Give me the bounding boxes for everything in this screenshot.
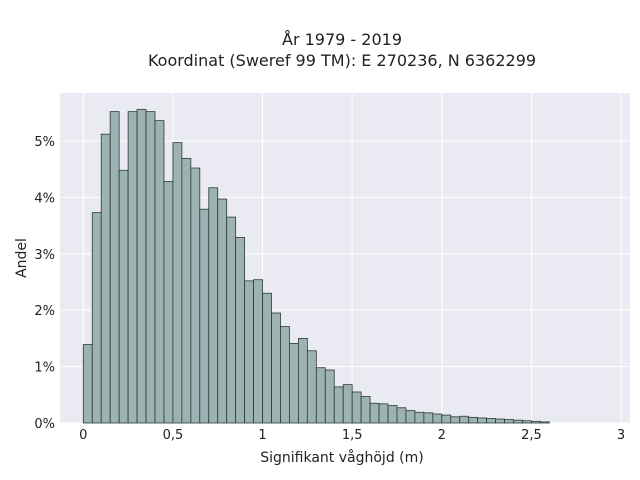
y-tick-label: 3%	[34, 248, 55, 263]
histogram-bar	[414, 411, 425, 424]
histogram-bar	[477, 417, 488, 424]
histogram-bar	[351, 391, 362, 424]
histogram-bar	[468, 416, 479, 424]
histogram-bar	[118, 169, 129, 424]
x-tick-label: 3	[617, 428, 625, 443]
x-tick-label: 0,5	[163, 428, 184, 443]
histogram-bar	[405, 410, 416, 424]
histogram-bar	[127, 111, 138, 424]
y-tick-label: 0%	[34, 417, 55, 432]
histogram-bar	[459, 415, 470, 424]
histogram-bar	[324, 369, 335, 424]
histogram-bar	[342, 384, 353, 424]
y-axis-label: Andel	[14, 238, 30, 278]
x-axis-ticks: 0 0,5 1 1,5 2 2,5 3	[79, 428, 625, 443]
histogram-bar	[91, 212, 102, 424]
histogram-bar	[369, 402, 380, 424]
histogram-bar	[486, 418, 496, 424]
histogram-bar	[226, 216, 237, 424]
histogram-bar	[396, 407, 407, 424]
histogram-bar	[513, 419, 523, 424]
histogram-bar	[172, 142, 183, 424]
histogram-bar	[253, 279, 263, 424]
histogram-bar	[306, 350, 317, 424]
histogram-bar	[289, 343, 299, 424]
histogram-bar	[280, 326, 290, 424]
histogram-bar	[504, 419, 514, 424]
histogram-bar	[82, 344, 93, 424]
histogram-bar	[199, 208, 210, 424]
histogram-bar	[181, 158, 192, 424]
histogram-bar	[145, 111, 156, 424]
x-axis-label: Signifikant våghöjd (m)	[260, 449, 423, 466]
chart-subtitle: Koordinat (Sweref 99 TM): E 270236, N 63…	[148, 51, 536, 70]
histogram-bar	[100, 133, 111, 424]
histogram-bar	[136, 108, 147, 424]
histogram-bar	[387, 405, 398, 424]
histogram-bar	[208, 187, 219, 424]
histogram-bar	[531, 420, 541, 424]
histogram-bar	[297, 337, 308, 424]
x-tick-label: 2	[438, 428, 446, 443]
y-tick-label: 2%	[34, 304, 55, 319]
histogram-bar	[333, 386, 344, 424]
histogram-bar	[217, 198, 228, 424]
y-tick-label: 1%	[34, 361, 55, 376]
histogram-bar	[154, 120, 165, 424]
y-tick-label: 5%	[34, 135, 55, 150]
x-tick-label: 1,5	[342, 428, 363, 443]
x-tick-label: 2,5	[521, 428, 542, 443]
histogram-bar	[109, 111, 120, 424]
histogram-bar	[495, 418, 505, 424]
histogram-bar	[315, 367, 326, 424]
histogram-bar	[432, 413, 443, 424]
histogram-bar	[360, 396, 371, 424]
histogram-bar	[522, 420, 532, 424]
histogram-bar	[235, 237, 246, 424]
chart-title: År 1979 - 2019	[282, 30, 402, 49]
histogram-bar	[441, 414, 452, 424]
histogram-bar	[539, 421, 550, 424]
histogram-bar	[271, 312, 281, 424]
histogram-bar	[163, 181, 174, 424]
x-tick-label: 1	[258, 428, 266, 443]
histogram-bar	[450, 416, 461, 424]
bars	[82, 108, 550, 424]
histogram-bar	[190, 167, 201, 424]
histogram-bar	[423, 412, 434, 424]
histogram-bar	[378, 403, 389, 424]
y-axis-ticks: 0% 1% 2% 3% 4% 5%	[34, 135, 55, 432]
histogram-bar	[244, 280, 254, 424]
x-tick-label: 0	[79, 428, 87, 443]
y-tick-label: 4%	[34, 191, 55, 206]
histogram-bar	[262, 292, 272, 424]
